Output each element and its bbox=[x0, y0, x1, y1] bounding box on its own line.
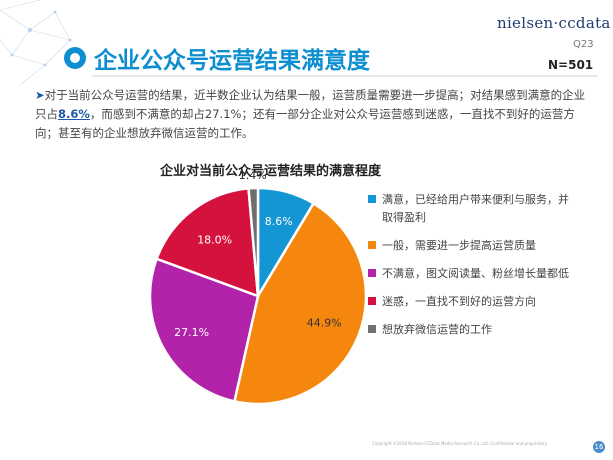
page-number: 16 bbox=[593, 441, 605, 453]
legend-item-0: 满意，已经给用户带来便利与服务，并取得盈利 bbox=[368, 191, 578, 227]
legend-label: 一般，需要进一步提高运营质量 bbox=[382, 239, 536, 252]
legend-label: 满意，已经给用户带来便利与服务，并取得盈利 bbox=[382, 193, 569, 224]
chart-title: 企业对当前公众号运营结果的满意程度 bbox=[160, 164, 382, 179]
legend-item-1: 一般，需要进一步提高运营质量 bbox=[368, 237, 578, 255]
slice-label-1: 44.9% bbox=[307, 316, 342, 329]
chart-legend: 满意，已经给用户带来便利与服务，并取得盈利一般，需要进一步提高运营质量不满意，图… bbox=[368, 191, 578, 349]
sample-size: N=501 bbox=[548, 58, 594, 72]
legend-swatch bbox=[368, 269, 376, 277]
bullet-arrow-icon: ➤ bbox=[35, 88, 45, 102]
legend-swatch bbox=[368, 241, 376, 249]
question-number: Q23 bbox=[573, 39, 594, 50]
slice-label-3: 18.0% bbox=[197, 233, 232, 246]
legend-swatch bbox=[368, 297, 376, 305]
legend-label: 想放弃微信运营的工作 bbox=[382, 323, 492, 336]
pie-slice-3 bbox=[155, 187, 260, 298]
slice-label-2: 27.1% bbox=[174, 326, 209, 339]
brand-logo: nielsen·ccdata bbox=[497, 14, 611, 32]
intro-text: ➤对于当前公众号运营的结果，近半数企业认为结果一般，运营质量需要进一步提高；对结… bbox=[35, 88, 586, 140]
page-title: 企业公众号运营结果满意度 bbox=[94, 48, 370, 74]
legend-label: 不满意，图文阅读量、粉丝增长量都低 bbox=[382, 267, 569, 280]
pie-slice-2 bbox=[148, 257, 260, 403]
highlight-value: 8.6% bbox=[58, 107, 90, 121]
slice-label-4: 1.4% bbox=[239, 169, 267, 182]
pie-slice-1 bbox=[232, 201, 368, 406]
copyright: Copyright ©2016 Nielsen-CCData Media Res… bbox=[372, 441, 548, 446]
legend-item-2: 不满意，图文阅读量、粉丝增长量都低 bbox=[368, 265, 578, 283]
legend-swatch bbox=[368, 195, 376, 203]
legend-swatch bbox=[368, 325, 376, 333]
legend-item-4: 想放弃微信运营的工作 bbox=[368, 321, 578, 339]
legend-item-3: 迷惑，一直找不到好的运营方向 bbox=[368, 293, 578, 311]
slice-label-0: 8.6% bbox=[265, 215, 293, 228]
pie-slice-4 bbox=[247, 186, 260, 297]
legend-label: 迷惑，一直找不到好的运营方向 bbox=[382, 295, 536, 308]
